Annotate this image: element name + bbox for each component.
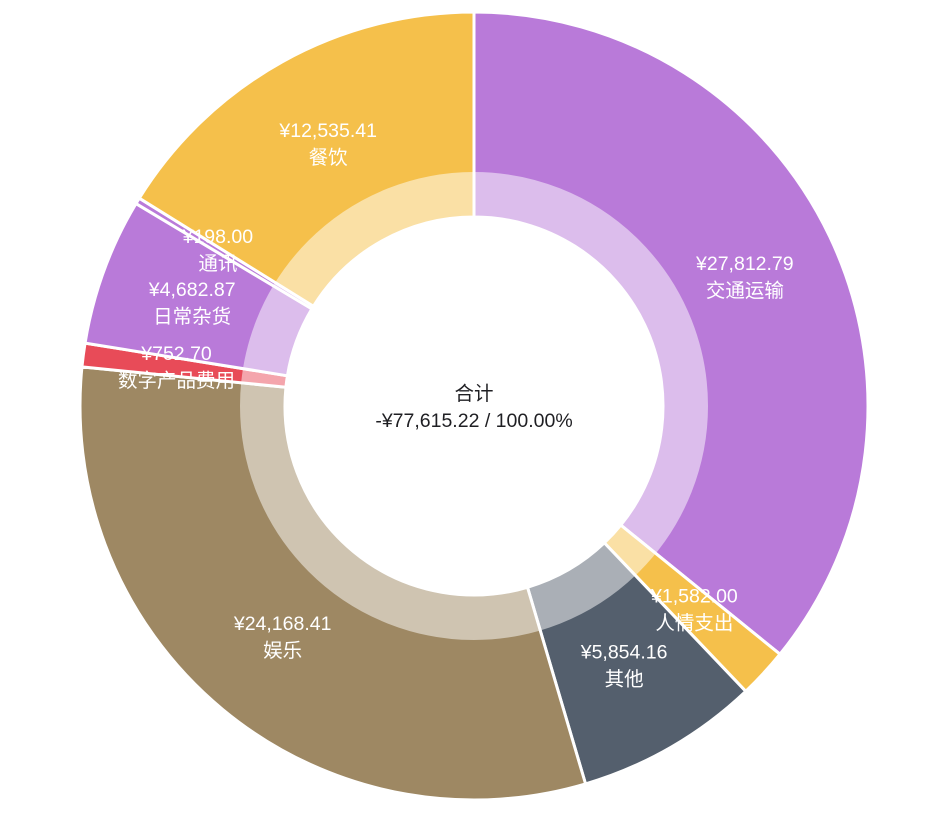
slice-amount: ¥198.00 (182, 226, 254, 248)
slice-name: 交通运输 (706, 280, 784, 302)
slice-name: 餐饮 (309, 147, 349, 169)
slice-amount: ¥24,168.41 (233, 613, 332, 635)
slice-amount: ¥752.70 (140, 343, 212, 365)
slice-name: 其他 (605, 669, 644, 691)
slice-label: ¥12,535.41 餐饮 (278, 120, 377, 169)
slice-label: ¥27,812.79 交通运输 (695, 253, 794, 302)
slice-amount: ¥12,535.41 (278, 120, 377, 142)
slice-label: ¥5,854.16 其他 (580, 642, 668, 691)
slice-name: 人情支出 (655, 613, 733, 635)
slice-amount: ¥1,582.00 (650, 586, 738, 608)
slice-amount: ¥5,854.16 (580, 642, 668, 664)
slices-group (78, 10, 870, 802)
slice-name: 通讯 (198, 253, 237, 275)
labels-group: ¥27,812.79 交通运输 ¥1,582.00 人情支出 ¥5,854.16 其他 ¥2… (118, 120, 794, 691)
total-title: 合计 (454, 383, 493, 405)
inner-ring-overlay (240, 172, 708, 640)
total-value: -¥77,615.22 / 100.00% (375, 410, 572, 432)
slice-label: ¥752.70 数字产品费用 (118, 343, 235, 392)
slice-label: ¥24,168.41 娱乐 (233, 613, 332, 662)
slice-amount: ¥4,682.87 (148, 279, 236, 301)
slice-label: ¥198.00 通讯 (182, 226, 254, 275)
slice-label: ¥4,682.87 日常杂货 (148, 279, 236, 328)
slice-name: 娱乐 (263, 640, 302, 662)
slice-name: 数字产品费用 (118, 370, 235, 392)
slice-amount: ¥27,812.79 (695, 253, 794, 275)
slice-label: ¥1,582.00 人情支出 (650, 586, 738, 635)
slice-name: 日常杂货 (153, 306, 231, 328)
